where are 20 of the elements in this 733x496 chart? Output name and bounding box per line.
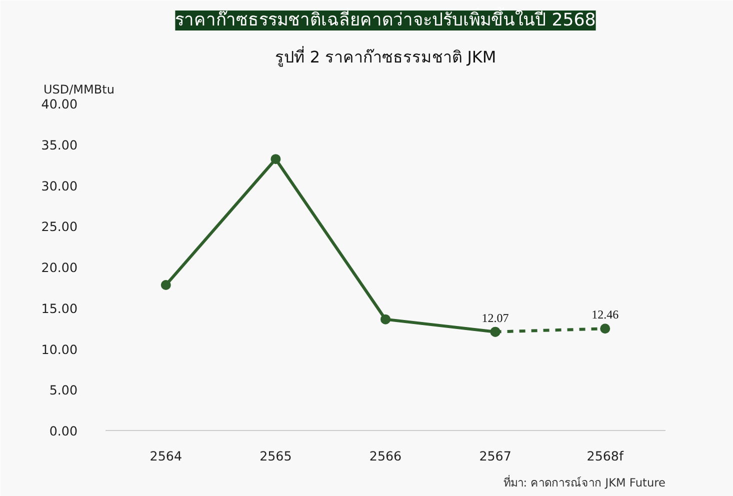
y-tick-label: 15.00	[41, 300, 78, 316]
y-tick-label: 5.00	[49, 382, 78, 398]
y-tick-label: 35.00	[41, 137, 78, 152]
x-tick-label: 2565	[260, 448, 292, 464]
chart-title: ราคาก๊าซธรรมชาติเฉลี่ยคาดว่าจะปรับเพิ่มขึ้นในปี 2568	[175, 6, 596, 30]
x-tick-label: 2567	[479, 448, 512, 464]
y-tick-label: 30.00	[41, 178, 78, 194]
y-tick-label: 10.00	[41, 342, 78, 357]
y-tick-label: 20.00	[41, 260, 78, 275]
x-tick-label: 2566	[369, 448, 402, 464]
y-tick-label: 25.00	[41, 219, 78, 234]
x-tick-label: 2568f	[586, 448, 624, 464]
data-label: 12.07	[482, 310, 509, 325]
y-tick-label: 40.00	[41, 96, 78, 112]
x-tick-label: 2564	[150, 448, 182, 464]
y-axis-title: USD/MMBtu	[44, 82, 114, 96]
chart-subtitle: รูปที่ 2 ราคาก๊าซธรรมชาติ JKM	[274, 46, 496, 68]
text: ที่มา: คาดการณ์จาก JKM Future	[503, 474, 666, 490]
data-label: 12.46	[592, 308, 619, 322]
y-tick-label: 0.00	[49, 424, 78, 438]
